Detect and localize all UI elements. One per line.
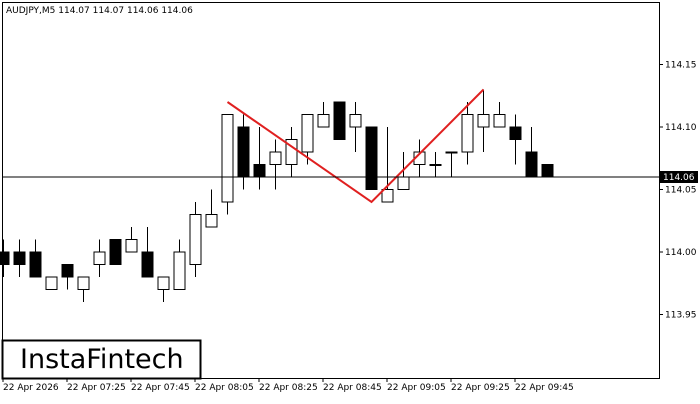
candle-body xyxy=(445,151,458,154)
candle-body xyxy=(333,101,346,140)
candle-body xyxy=(477,114,490,128)
y-tick-label: 113.95 xyxy=(665,311,697,321)
candle-body xyxy=(0,251,10,265)
candle-body xyxy=(205,214,218,228)
x-tick-label: 22 Apr 07:45 xyxy=(131,383,190,393)
x-tick-label: 22 Apr 09:25 xyxy=(451,383,510,393)
candle-body xyxy=(125,239,138,253)
x-tick-label: 22 Apr 08:05 xyxy=(195,383,254,393)
candle-body xyxy=(61,264,74,278)
candle-body xyxy=(493,114,506,128)
candle-body xyxy=(109,239,122,265)
y-tick-label: 114.10 xyxy=(665,123,697,133)
chart-title: AUDJPY,M5 114.07 114.07 114.06 114.06 xyxy=(6,6,193,16)
candle-body xyxy=(285,139,298,165)
candle-body xyxy=(301,114,314,153)
logo: InstaFintech xyxy=(20,344,184,375)
candle-body xyxy=(381,189,394,203)
x-tick-label: 22 Apr 08:25 xyxy=(259,383,318,393)
candle-body xyxy=(93,251,106,265)
plot-frame xyxy=(2,2,660,379)
candle-body xyxy=(29,251,42,278)
candle-body xyxy=(157,276,170,290)
pattern-line xyxy=(226,88,485,204)
candle-body xyxy=(365,126,378,190)
x-tick-label: 22 Apr 2026 xyxy=(3,383,59,393)
candle-body xyxy=(397,176,410,190)
candle-body xyxy=(77,276,90,290)
candle-body xyxy=(141,251,154,278)
candle-body xyxy=(525,151,538,178)
x-tick-label: 22 Apr 07:25 xyxy=(67,383,126,393)
candle-body xyxy=(189,214,202,265)
candle-body xyxy=(45,276,58,290)
candle-body xyxy=(349,114,362,128)
candle-body xyxy=(317,114,330,128)
candle-body xyxy=(221,114,234,203)
y-tick-label: 114.15 xyxy=(665,61,697,71)
x-tick-label: 22 Apr 09:45 xyxy=(515,383,574,393)
candle-body xyxy=(13,251,26,265)
candle-body xyxy=(461,114,474,153)
y-tick-label: 114.00 xyxy=(665,248,697,258)
x-tick-label: 22 Apr 08:45 xyxy=(323,383,382,393)
candle-body xyxy=(253,164,266,178)
candle-body xyxy=(541,164,554,178)
candle-body xyxy=(237,126,250,178)
x-tick-label: 22 Apr 09:05 xyxy=(387,383,446,393)
candle-body xyxy=(173,251,186,290)
candle-body xyxy=(509,126,522,140)
candle-body xyxy=(429,164,442,166)
logo-box xyxy=(1,339,202,380)
current-price-box xyxy=(660,171,698,183)
current-price-label: 114.06 xyxy=(663,173,695,183)
candle-body xyxy=(269,151,282,165)
y-tick-label: 114.05 xyxy=(665,186,697,196)
